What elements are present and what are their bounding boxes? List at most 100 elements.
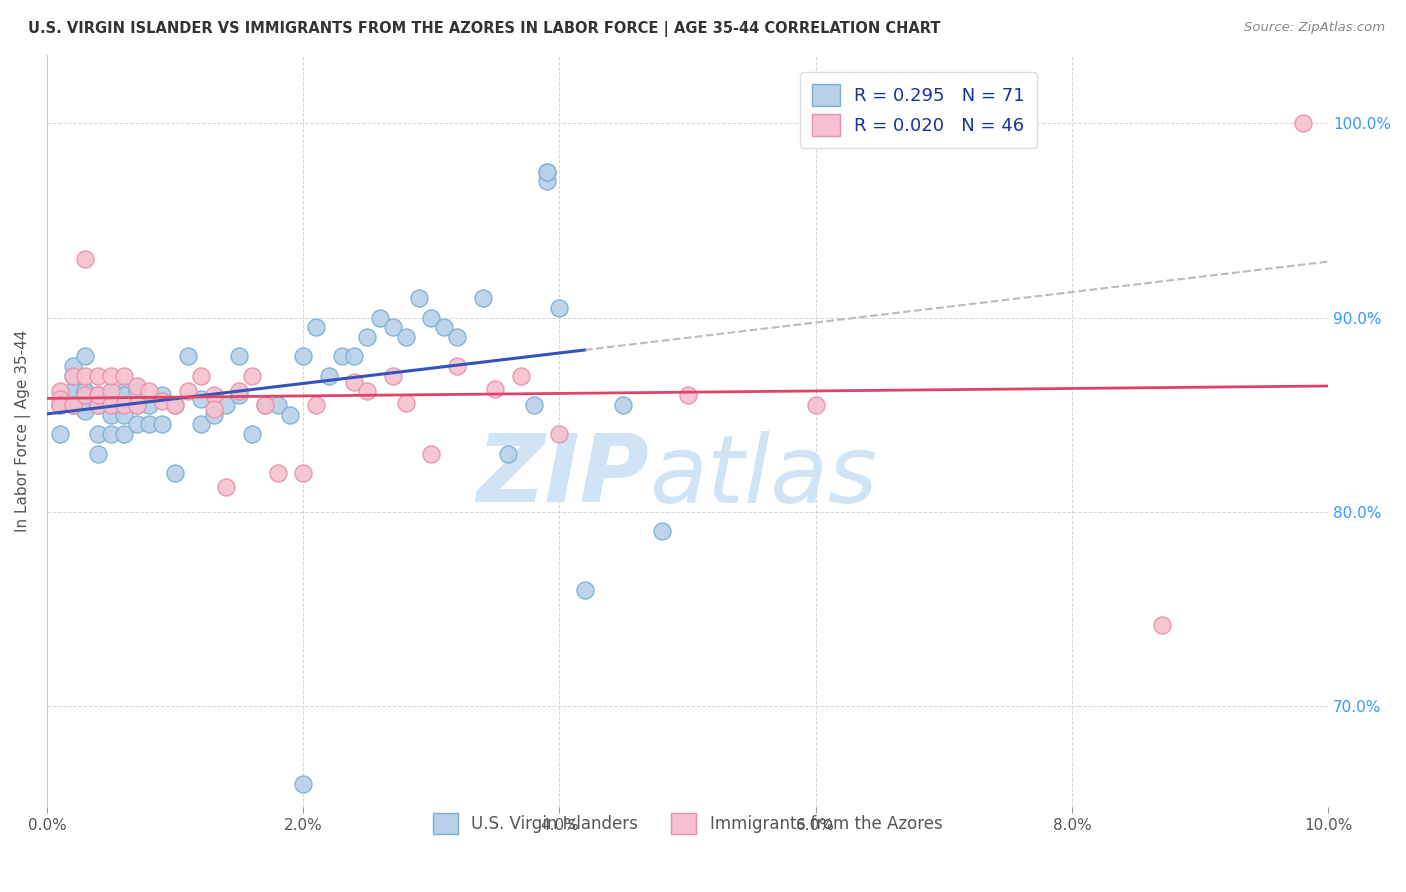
Point xyxy=(138,417,160,432)
Point xyxy=(177,384,200,399)
Point xyxy=(202,401,225,416)
Point xyxy=(266,466,288,480)
Point xyxy=(112,384,135,399)
Point xyxy=(100,388,122,402)
Point xyxy=(536,174,558,188)
Point xyxy=(612,398,634,412)
Point xyxy=(420,447,443,461)
Point xyxy=(62,388,84,402)
Point xyxy=(240,427,263,442)
Point xyxy=(100,384,122,399)
Point xyxy=(49,392,72,407)
Point xyxy=(87,447,110,461)
Point xyxy=(100,427,122,442)
Point xyxy=(548,301,571,315)
Point xyxy=(112,398,135,412)
Text: U.S. VIRGIN ISLANDER VS IMMIGRANTS FROM THE AZORES IN LABOR FORCE | AGE 35-44 CO: U.S. VIRGIN ISLANDER VS IMMIGRANTS FROM … xyxy=(28,21,941,37)
Point xyxy=(280,408,302,422)
Point xyxy=(408,291,430,305)
Point xyxy=(100,398,122,412)
Point xyxy=(75,368,97,383)
Text: atlas: atlas xyxy=(650,431,877,522)
Point xyxy=(292,466,315,480)
Point xyxy=(253,398,276,412)
Point xyxy=(75,394,97,409)
Point xyxy=(62,384,84,399)
Point xyxy=(330,350,353,364)
Point xyxy=(292,777,315,791)
Point xyxy=(138,384,160,399)
Point xyxy=(496,447,519,461)
Point xyxy=(112,368,135,383)
Point xyxy=(150,417,173,432)
Point xyxy=(62,398,84,412)
Point xyxy=(125,398,148,412)
Point xyxy=(228,384,250,399)
Point xyxy=(343,375,366,389)
Point xyxy=(165,398,187,412)
Point xyxy=(87,388,110,402)
Point xyxy=(381,368,404,383)
Point xyxy=(484,383,506,397)
Point xyxy=(190,417,212,432)
Point xyxy=(49,384,72,399)
Point xyxy=(112,427,135,442)
Point xyxy=(62,368,84,383)
Text: ZIP: ZIP xyxy=(477,431,650,523)
Point xyxy=(87,388,110,402)
Point xyxy=(125,378,148,392)
Point xyxy=(125,417,148,432)
Point xyxy=(368,310,391,325)
Point xyxy=(100,368,122,383)
Point xyxy=(150,394,173,409)
Point xyxy=(202,388,225,402)
Point xyxy=(318,368,340,383)
Point xyxy=(75,350,97,364)
Point xyxy=(75,404,97,418)
Point xyxy=(75,388,97,402)
Point xyxy=(356,330,378,344)
Point xyxy=(62,368,84,383)
Point xyxy=(676,388,699,402)
Point xyxy=(433,320,456,334)
Point xyxy=(87,388,110,402)
Point xyxy=(165,398,187,412)
Point xyxy=(75,398,97,412)
Point xyxy=(112,408,135,422)
Point xyxy=(177,350,200,364)
Point xyxy=(420,310,443,325)
Point xyxy=(62,359,84,373)
Point xyxy=(804,398,827,412)
Point xyxy=(75,252,97,267)
Point xyxy=(305,398,328,412)
Point xyxy=(253,398,276,412)
Point xyxy=(125,384,148,399)
Point xyxy=(87,427,110,442)
Point xyxy=(112,388,135,402)
Point xyxy=(87,398,110,412)
Legend: U.S. Virgin Islanders, Immigrants from the Azores: U.S. Virgin Islanders, Immigrants from t… xyxy=(426,806,949,840)
Point xyxy=(395,330,418,344)
Point xyxy=(62,398,84,412)
Point xyxy=(446,359,468,373)
Point xyxy=(240,368,263,383)
Point xyxy=(228,350,250,364)
Point xyxy=(523,398,546,412)
Point xyxy=(228,388,250,402)
Point xyxy=(190,368,212,383)
Point xyxy=(150,388,173,402)
Point xyxy=(574,582,596,597)
Point xyxy=(49,427,72,442)
Point xyxy=(202,408,225,422)
Text: Source: ZipAtlas.com: Source: ZipAtlas.com xyxy=(1244,21,1385,34)
Point xyxy=(100,408,122,422)
Point xyxy=(471,291,494,305)
Point xyxy=(536,165,558,179)
Point xyxy=(62,392,84,407)
Point xyxy=(49,398,72,412)
Point xyxy=(266,398,288,412)
Point xyxy=(75,388,97,402)
Point xyxy=(305,320,328,334)
Point xyxy=(125,398,148,412)
Point xyxy=(510,368,533,383)
